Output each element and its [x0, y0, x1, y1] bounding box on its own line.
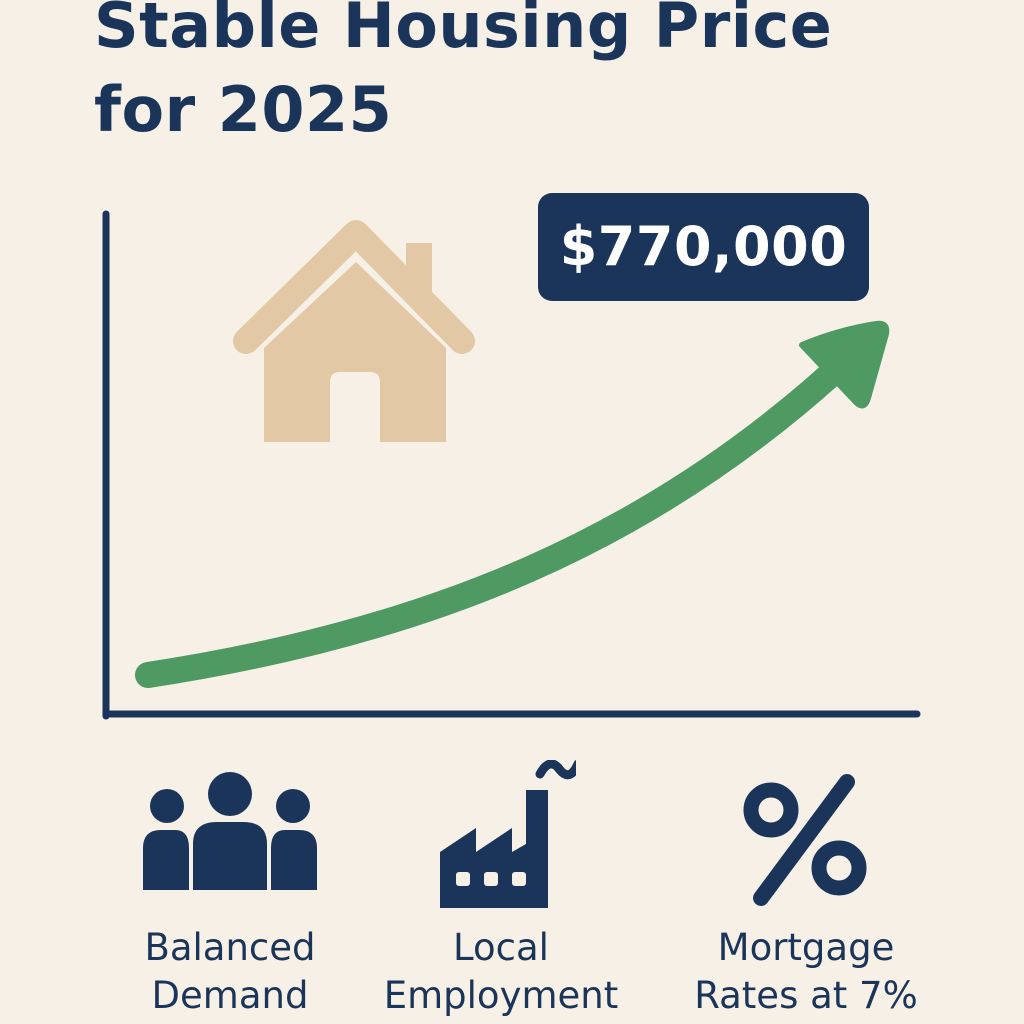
- people-icon: [143, 772, 317, 890]
- price-callout: $770,000: [538, 193, 869, 301]
- factor-local-employment: Local Employment: [351, 760, 651, 1024]
- trend-line: [135, 353, 853, 688]
- house-icon: [233, 220, 475, 442]
- factor-label: Local Employment: [383, 926, 619, 1017]
- factor-balanced-demand: Balanced Demand: [80, 760, 380, 1024]
- factory-icon: [440, 760, 576, 908]
- trend-arrowhead: [799, 320, 890, 409]
- factor-label: Balanced Demand: [144, 926, 316, 1017]
- factor-label: Mortgage Rates at 7%: [694, 926, 918, 1017]
- percent-icon: [743, 774, 867, 906]
- page-title: Stable Housing Price for 2025: [94, 0, 833, 146]
- factor-mortgage-rates: Mortgage Rates at 7%: [656, 760, 956, 1024]
